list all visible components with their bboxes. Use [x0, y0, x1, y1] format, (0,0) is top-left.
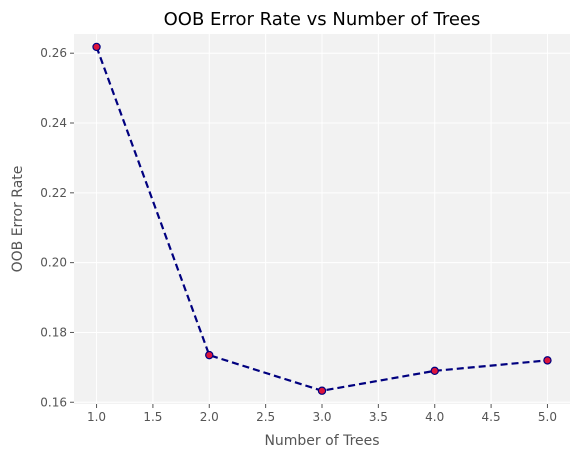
y-tick-label: 0.22: [40, 186, 67, 200]
y-tick-label: 0.26: [40, 46, 67, 60]
y-tick-label: 0.24: [40, 116, 67, 130]
x-tick-label: 3.0: [312, 410, 331, 424]
y-tick-label: 0.16: [40, 395, 67, 409]
x-tick-label: 2.5: [256, 410, 275, 424]
x-axis-label: Number of Trees: [264, 433, 379, 449]
x-tick-label: 1.0: [87, 410, 106, 424]
grid: [74, 34, 570, 404]
data-point: [430, 366, 439, 376]
y-tick-label: 0.18: [40, 325, 67, 339]
x-tick-label: 5.0: [538, 410, 557, 424]
y-tick-label: 0.20: [40, 256, 67, 270]
y-axis-label: OOB Error Rate: [10, 166, 26, 273]
x-tick-label: 2.0: [200, 410, 219, 424]
chart-title: OOB Error Rate vs Number of Trees: [164, 9, 481, 30]
x-tick-label: 3.5: [369, 410, 388, 424]
x-tick-label: 4.5: [482, 410, 501, 424]
x-tick-label: 1.5: [143, 410, 162, 424]
data-point: [543, 356, 552, 365]
x-tick-label: 4.0: [425, 410, 444, 424]
data-point: [92, 42, 101, 52]
data-point: [205, 350, 214, 360]
data-point: [317, 386, 327, 395]
series-layer: [92, 42, 552, 395]
x-axis-ticks: 1.0 1.5 2.0 2.5 3.0 3.5 4.0 4.5 5.0: [87, 404, 557, 424]
y-axis-ticks: 0.16 0.18 0.20 0.22 0.24 0.26: [40, 46, 74, 409]
